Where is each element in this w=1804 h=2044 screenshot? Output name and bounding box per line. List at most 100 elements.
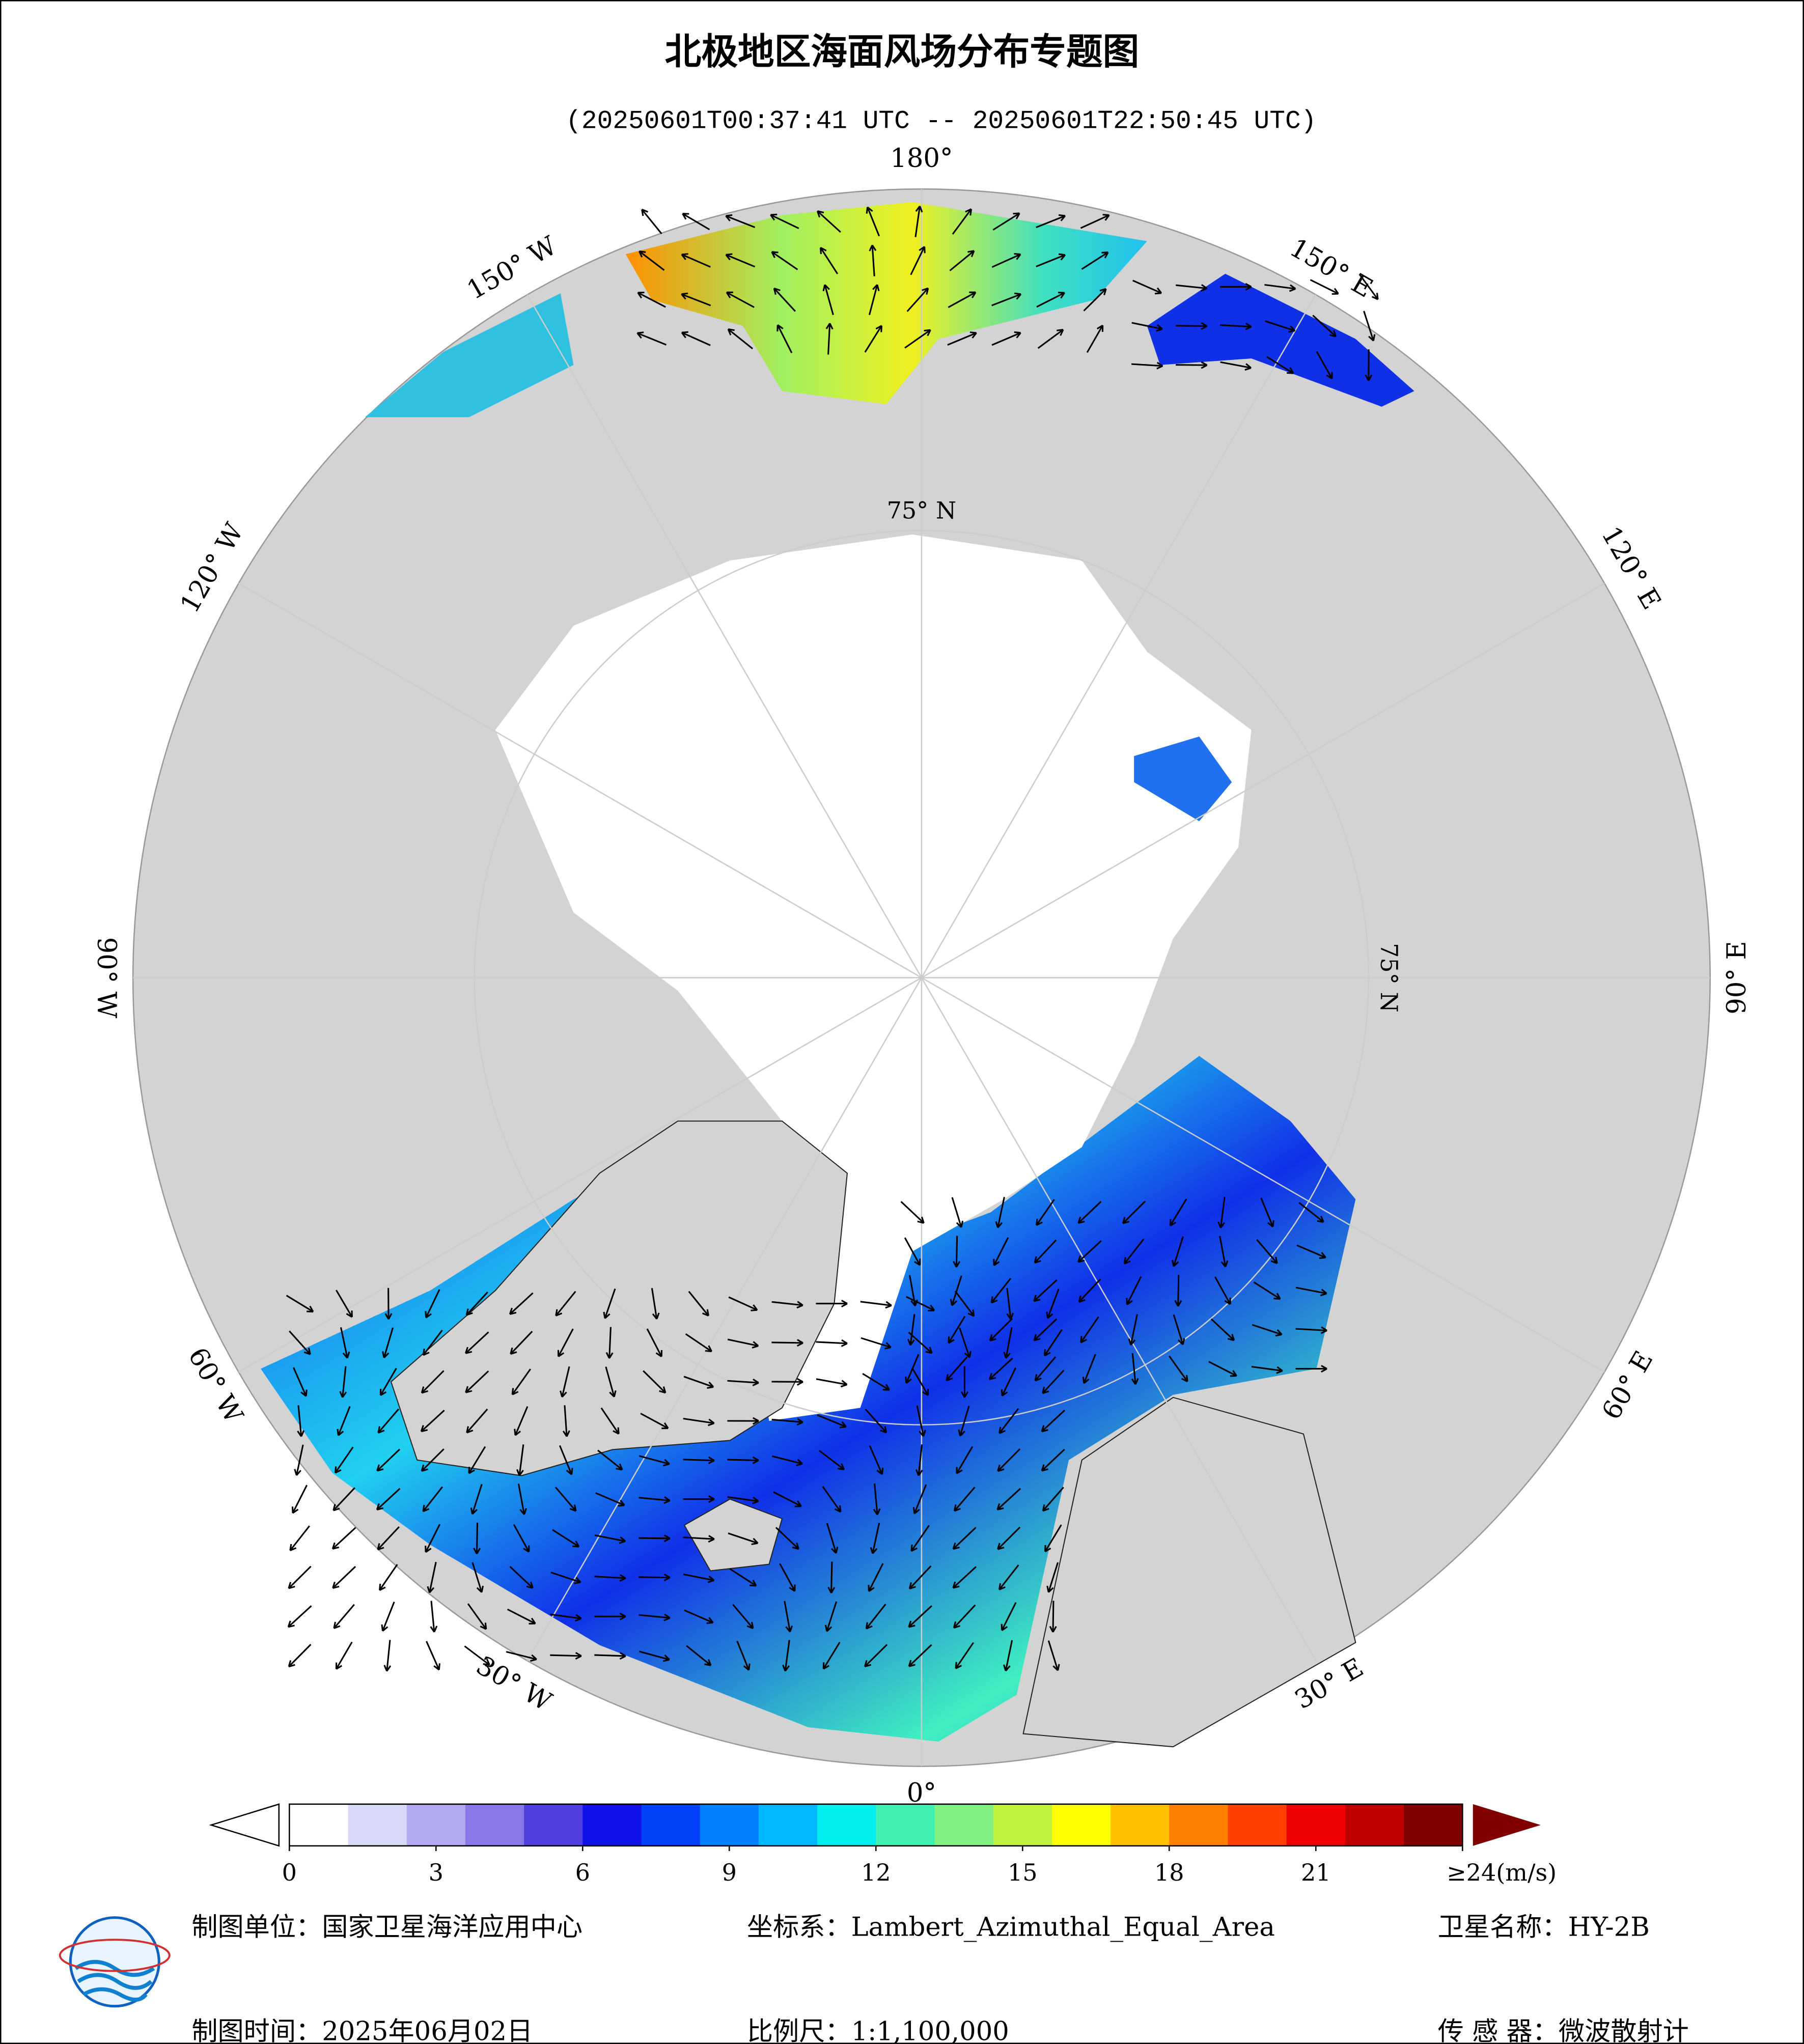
wind-arrow	[1176, 361, 1208, 369]
wind-arrow	[1003, 1327, 1013, 1359]
meridian	[921, 582, 1605, 978]
logo-orbit	[59, 1939, 171, 1972]
wind-arrow	[1220, 283, 1252, 291]
wind-arrow	[1041, 1448, 1065, 1472]
wind-arrow	[906, 287, 929, 312]
wind-arrow	[287, 1605, 312, 1628]
wind-arrow	[1036, 253, 1066, 267]
colorbar-tick-label: 15	[1008, 1859, 1038, 1886]
wind-arrow	[816, 1339, 848, 1347]
wind-arrow	[948, 1315, 966, 1344]
wind-arrow	[686, 1645, 712, 1666]
wind-arrow	[1077, 1240, 1102, 1263]
colorbar-swatch	[465, 1804, 525, 1846]
latitude-label: 75° N	[887, 496, 957, 524]
wind-arrow	[1077, 1201, 1102, 1224]
wind-arrow	[683, 1418, 715, 1426]
wind-arrow	[905, 1354, 920, 1384]
wind-arrow	[557, 1328, 574, 1357]
wind-arrow	[640, 1413, 669, 1430]
wind-arrow	[771, 1301, 803, 1309]
wind-field-okhotsk	[1147, 273, 1414, 407]
colorbar-tick-label: 6	[575, 1859, 590, 1886]
colorbar-swatch	[289, 1804, 349, 1846]
wind-arrow	[908, 1275, 918, 1307]
wind-arrow	[639, 1574, 671, 1582]
wind-arrow	[727, 1417, 759, 1425]
wind-arrow	[907, 1314, 915, 1346]
wind-arrow	[688, 1291, 709, 1317]
wind-arrow	[732, 1604, 754, 1630]
wind-arrow	[420, 1410, 445, 1433]
wind-arrow	[293, 1367, 308, 1397]
wind-arrow	[509, 1292, 534, 1315]
wind-arrow	[509, 1566, 534, 1589]
wind-arrow	[430, 1601, 438, 1633]
wind-arrow	[992, 212, 1020, 231]
wind-arrow	[1037, 328, 1064, 349]
wind-arrow	[1046, 1289, 1060, 1319]
colorbar-tick-label: 0	[282, 1859, 297, 1886]
wind-arrow	[639, 1534, 671, 1543]
wind-arrow	[291, 1485, 308, 1514]
wind-arrow	[860, 1301, 892, 1309]
wind-arrow	[473, 1522, 481, 1554]
wind-arrow	[1220, 361, 1252, 371]
wind-arrow	[998, 1564, 1019, 1590]
colorbar: 0 3 6 9 12 15 18 21 ≥24(m/s)	[209, 1803, 1557, 1886]
wind-arrow	[727, 1338, 759, 1349]
wind-arrow	[639, 1455, 670, 1467]
wind-field-pacific	[625, 202, 1147, 404]
wind-arrow	[908, 1644, 932, 1667]
wind-arrow	[681, 331, 711, 346]
wind-arrow	[726, 291, 755, 308]
wind-arrow	[510, 1331, 533, 1355]
wind-arrow	[958, 1406, 970, 1437]
wind-arrow	[1219, 1236, 1229, 1268]
wind-arrow	[334, 1446, 354, 1474]
wind-arrow	[1312, 315, 1337, 338]
wind-arrow	[771, 1378, 803, 1386]
wind-arrow	[908, 1331, 933, 1354]
wind-arrow	[335, 1641, 353, 1670]
wind-arrow	[728, 1532, 759, 1546]
longitude-label: 90° E	[1722, 941, 1752, 1014]
wind-arrow	[953, 1487, 976, 1512]
wind-arrow	[727, 1496, 759, 1504]
wind-arrow	[1033, 1279, 1058, 1302]
wind-arrow	[998, 1408, 1019, 1434]
wind-arrow	[949, 250, 975, 271]
wind-arrow	[912, 1484, 927, 1515]
wind-arrow	[1003, 1640, 1013, 1672]
wind-arrow	[421, 1448, 445, 1472]
wind-arrow	[1080, 214, 1110, 229]
wind-arrow	[1033, 1318, 1058, 1341]
wind-arrow	[378, 1564, 398, 1591]
wind-arrow	[297, 1405, 305, 1437]
wind-arrow	[1123, 1239, 1145, 1265]
wind-arrow	[1169, 1355, 1188, 1382]
wind-arrow	[948, 291, 977, 309]
wind-arrow	[683, 1573, 715, 1583]
wind-arrow	[861, 1337, 892, 1350]
wind-arrow	[779, 1563, 796, 1592]
wind-arrow	[1083, 288, 1107, 312]
wind-arrow	[776, 324, 793, 353]
meridian	[921, 977, 1317, 1661]
wind-arrow	[771, 251, 798, 270]
wind-arrow	[685, 1333, 712, 1353]
wind-arrow	[1047, 1640, 1060, 1671]
wind-arrow	[379, 1367, 397, 1396]
colorbar-swatch	[1111, 1804, 1170, 1846]
wind-arrow	[1295, 1286, 1327, 1297]
wind-arrow	[773, 1491, 802, 1507]
colorbar-swatch	[1404, 1804, 1463, 1846]
wind-arrow	[729, 1568, 757, 1587]
wind-arrow	[1046, 1562, 1059, 1593]
wind-arrow	[594, 1534, 626, 1544]
colorbar-tick-label: 18	[1154, 1859, 1184, 1886]
wind-arrow	[681, 292, 711, 306]
wind-arrow	[594, 1612, 626, 1620]
